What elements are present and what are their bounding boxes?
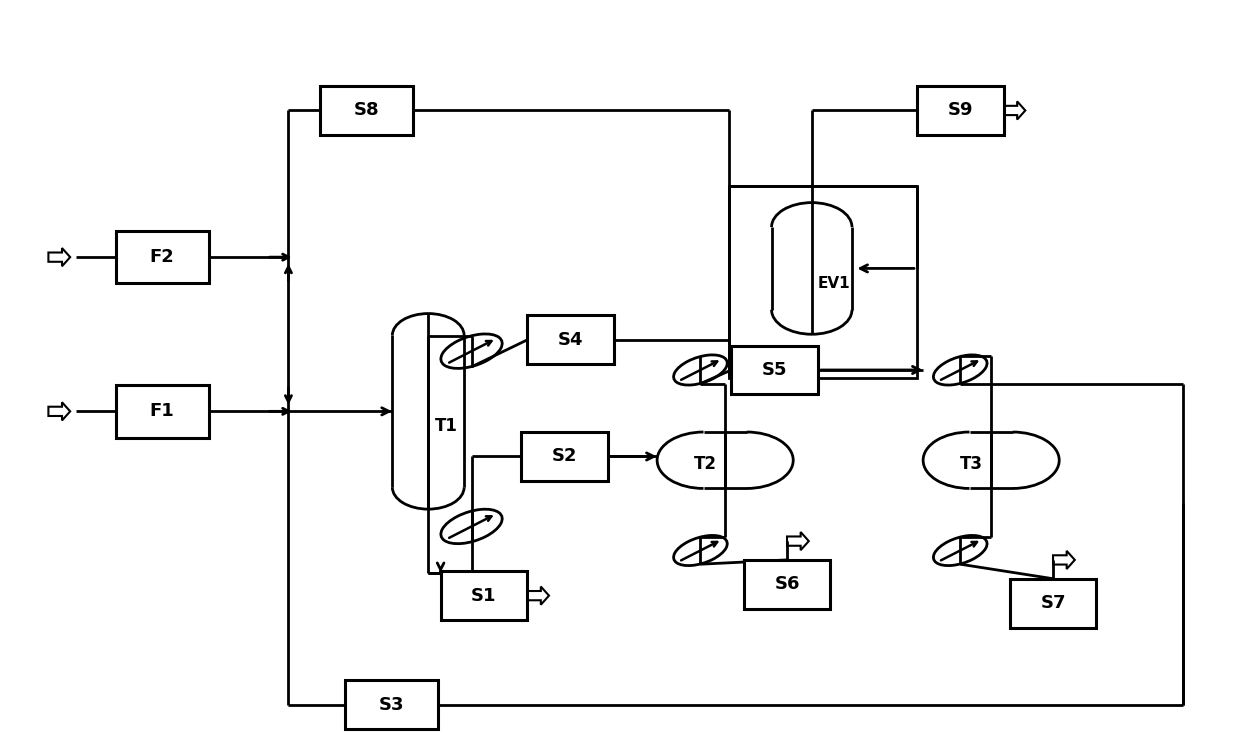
- Polygon shape: [1053, 551, 1075, 569]
- Bar: [440, 572, 527, 620]
- Text: F2: F2: [150, 248, 175, 267]
- Bar: [970, 432, 1013, 488]
- Wedge shape: [392, 487, 464, 509]
- Bar: [771, 227, 852, 310]
- Wedge shape: [746, 432, 794, 488]
- Polygon shape: [48, 402, 71, 421]
- Bar: [527, 316, 614, 365]
- Text: T1: T1: [434, 418, 458, 436]
- Text: S1: S1: [471, 587, 497, 605]
- Bar: [345, 680, 438, 729]
- Bar: [1009, 579, 1096, 627]
- Bar: [916, 86, 1003, 135]
- Polygon shape: [527, 587, 549, 605]
- Bar: [115, 231, 208, 283]
- Text: F1: F1: [150, 402, 175, 421]
- Bar: [521, 432, 608, 481]
- Text: S9: S9: [947, 101, 973, 119]
- Polygon shape: [787, 532, 808, 550]
- Text: S3: S3: [378, 695, 404, 713]
- Wedge shape: [771, 310, 852, 334]
- Bar: [703, 432, 746, 488]
- Polygon shape: [1003, 101, 1025, 119]
- Text: S7: S7: [1040, 594, 1065, 612]
- Wedge shape: [771, 202, 852, 227]
- Text: EV1: EV1: [818, 276, 851, 291]
- Wedge shape: [392, 313, 464, 335]
- Text: S4: S4: [558, 331, 583, 349]
- Bar: [729, 186, 916, 378]
- Wedge shape: [1013, 432, 1059, 488]
- Text: S2: S2: [552, 448, 577, 466]
- Bar: [732, 346, 818, 394]
- Text: T2: T2: [694, 455, 717, 473]
- Bar: [392, 335, 464, 487]
- Text: T3: T3: [960, 455, 983, 473]
- Wedge shape: [923, 432, 970, 488]
- Text: S5: S5: [761, 361, 787, 379]
- Bar: [744, 560, 831, 609]
- Bar: [115, 385, 208, 438]
- Wedge shape: [657, 432, 703, 488]
- Text: S6: S6: [774, 575, 800, 593]
- Bar: [320, 86, 413, 135]
- Text: S8: S8: [353, 101, 379, 119]
- Polygon shape: [48, 248, 71, 267]
